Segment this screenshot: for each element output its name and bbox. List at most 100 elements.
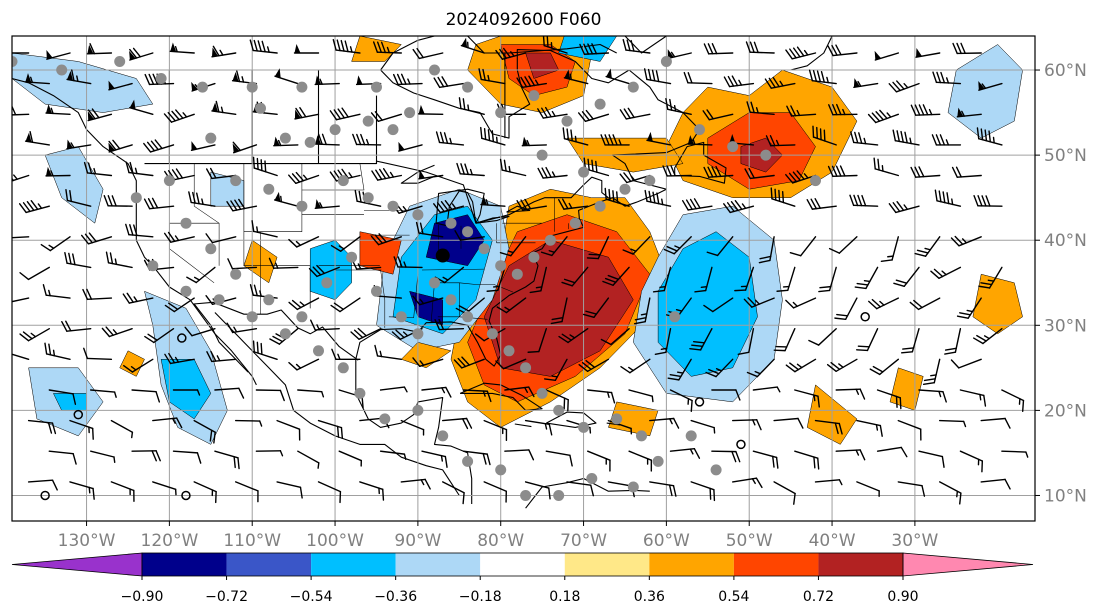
- wind-barb: [332, 38, 361, 54]
- wind-barb: [370, 111, 402, 123]
- wind-barb: [193, 481, 217, 504]
- wind-barb: [288, 171, 320, 185]
- station-dot: [263, 294, 275, 306]
- wind-barb: [776, 266, 796, 292]
- calm-circle: [860, 312, 870, 322]
- station-dot: [205, 132, 217, 144]
- wind-barb: [273, 136, 299, 147]
- calm-circle: [40, 490, 50, 501]
- wind-barb: [743, 297, 775, 308]
- wind-barb: [681, 198, 713, 211]
- station-dot: [12, 56, 18, 67]
- border-alaska: [12, 69, 13, 70]
- wind-barb: [853, 78, 879, 89]
- station-dot: [727, 141, 739, 153]
- wind-barb: [583, 157, 610, 177]
- wind-barb: [276, 419, 301, 441]
- wind-barb: [959, 450, 984, 473]
- wind-barb: [931, 134, 962, 146]
- wind-barb: [1001, 389, 1025, 412]
- wind-barb: [690, 481, 716, 502]
- wind-barb: [587, 389, 616, 404]
- calm-circle: [694, 397, 705, 407]
- wind-barb: [359, 481, 385, 501]
- wind-barb: [232, 141, 258, 154]
- wind-barb: [252, 340, 278, 360]
- wind-barb: [46, 50, 71, 60]
- wind-barb: [694, 266, 713, 293]
- wind-barb: [516, 198, 547, 211]
- wind-barb: [980, 478, 1011, 490]
- wind-barb: [329, 107, 361, 121]
- station-dot: [652, 455, 664, 467]
- lon-tick-label: 90°W: [394, 531, 441, 551]
- wind-barb: [400, 419, 425, 436]
- wind-barb: [786, 105, 817, 117]
- wind-barb: [317, 419, 344, 440]
- station-dot: [429, 277, 440, 289]
- wind-barb: [61, 320, 92, 332]
- wind-barb: [24, 131, 50, 146]
- wind-barb: [314, 75, 340, 86]
- station-dot: [710, 464, 722, 476]
- lat-tick-label: 20°N: [1044, 401, 1087, 421]
- negative-anomaly-catlantic-core: [657, 231, 758, 377]
- station-dot: [561, 115, 573, 127]
- station-dot: [594, 200, 606, 212]
- negative-anomaly-pacific-core: [160, 359, 212, 420]
- wind-barb: [163, 231, 195, 243]
- coastline-jamaica: [514, 423, 532, 428]
- station-dot: [536, 387, 548, 399]
- wind-barb: [370, 233, 402, 246]
- coastline-cuba: [459, 382, 543, 411]
- wind-barb: [434, 318, 465, 331]
- station-dot: [594, 98, 606, 110]
- wind-barb: [48, 389, 77, 405]
- wind-barb: [499, 158, 527, 177]
- wind-barb: [667, 358, 692, 381]
- wind-barb: [214, 387, 245, 399]
- wind-barb: [310, 319, 340, 331]
- coastline-lake-superior: [400, 164, 435, 184]
- station-dot: [544, 234, 556, 246]
- wind-barb: [561, 266, 589, 287]
- wind-barb: [89, 389, 117, 398]
- wind-barb: [744, 167, 775, 180]
- wind-barb: [184, 326, 216, 337]
- wind-barb: [880, 236, 899, 262]
- station-dot: [296, 311, 308, 323]
- wind-barb: [818, 266, 837, 293]
- wind-barb: [44, 342, 71, 360]
- colorbar-segment: [226, 553, 312, 576]
- wind-barb: [110, 419, 134, 439]
- station-dot: [553, 404, 565, 416]
- wind-barb: [876, 389, 902, 410]
- wind-barb: [579, 43, 610, 55]
- station-dot: [354, 387, 366, 399]
- wind-barb: [978, 266, 1003, 289]
- wind-barb: [932, 71, 962, 85]
- wind-barb: [910, 166, 941, 178]
- wind-barb: [19, 266, 50, 281]
- station-dot: [230, 268, 242, 280]
- wind-barb: [785, 46, 817, 60]
- wind-barb: [527, 328, 547, 353]
- station-dot: [462, 81, 474, 93]
- wind-barb: [412, 295, 444, 306]
- state-border: [430, 282, 435, 323]
- wind-barb: [211, 100, 237, 116]
- station-dot: [495, 260, 507, 272]
- wind-barb: [379, 386, 408, 393]
- lat-tick-label: 60°N: [1044, 61, 1087, 81]
- wind-barb: [703, 297, 734, 313]
- wind-barb: [495, 358, 527, 370]
- station-dot: [578, 421, 590, 433]
- wind-barb: [172, 389, 201, 396]
- wind-barb: [812, 125, 837, 146]
- wind-barb: [897, 481, 926, 497]
- wind-barb: [602, 266, 630, 286]
- wind-barb: [600, 134, 630, 146]
- wind-barb: [732, 419, 762, 431]
- state-border: [301, 163, 365, 191]
- wind-barb: [352, 133, 382, 146]
